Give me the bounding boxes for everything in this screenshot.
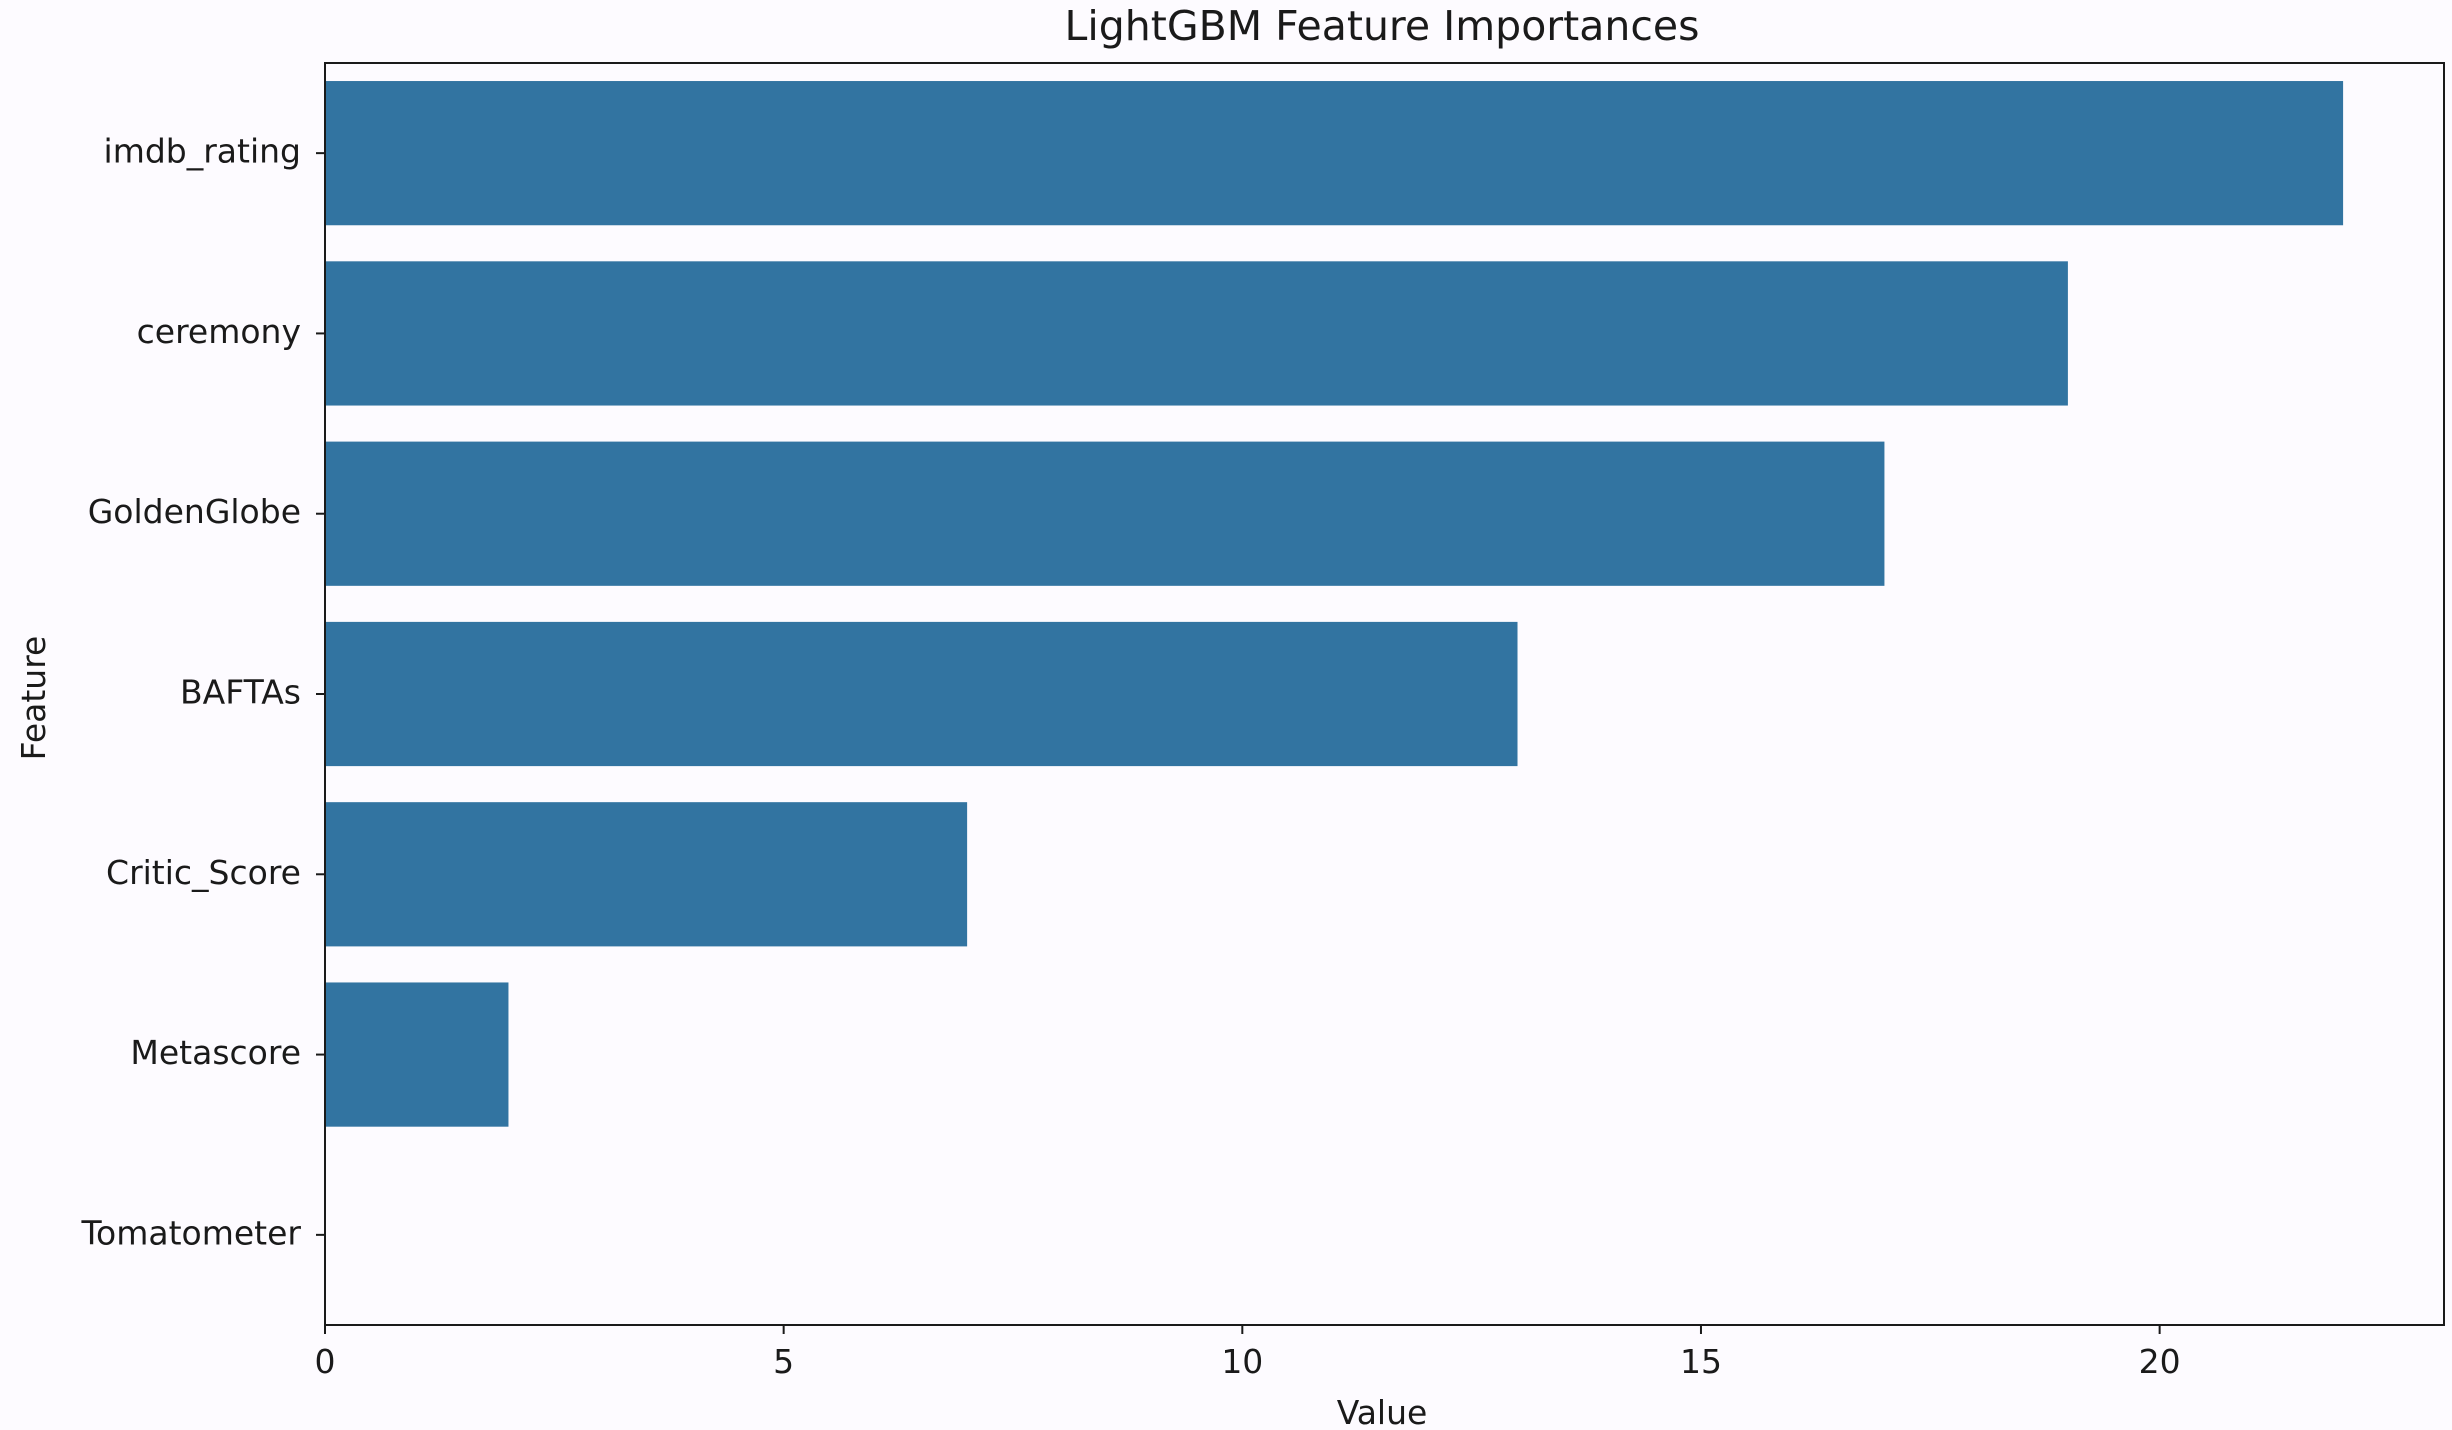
bar-goldenglobe xyxy=(325,441,1885,586)
y-tick-label: ceremony xyxy=(137,312,301,351)
bar-baftas xyxy=(325,621,1518,767)
y-axis-label: Feature xyxy=(14,636,53,761)
y-tick-label: Metascore xyxy=(130,1033,301,1072)
bars-layer xyxy=(325,81,2344,1127)
ticks-layer: imdb_rating ceremony GoldenGlobe BAFTAs Crit… xyxy=(81,132,2181,1381)
x-axis-label: Value xyxy=(1337,1393,1428,1426)
bar-imdb-rating xyxy=(325,81,2344,226)
bar-critic-score xyxy=(325,802,968,947)
bar-metascore xyxy=(325,982,509,1127)
x-tick-label: 15 xyxy=(1680,1342,1722,1381)
y-tick-label: imdb_rating xyxy=(104,132,301,171)
y-tick-label: BAFTAs xyxy=(180,673,301,712)
y-tick-label: Tomatometer xyxy=(81,1213,302,1252)
y-tick-label: Critic_Score xyxy=(106,853,301,892)
chart-title: LightGBM Feature Importances xyxy=(1065,2,1700,50)
bar-ceremony xyxy=(325,261,2068,406)
x-tick-label: 0 xyxy=(315,1342,336,1381)
x-tick-label: 5 xyxy=(773,1342,794,1381)
y-tick-label: GoldenGlobe xyxy=(88,492,301,531)
x-tick-label: 20 xyxy=(2139,1342,2181,1381)
x-tick-label: 10 xyxy=(1221,1342,1263,1381)
